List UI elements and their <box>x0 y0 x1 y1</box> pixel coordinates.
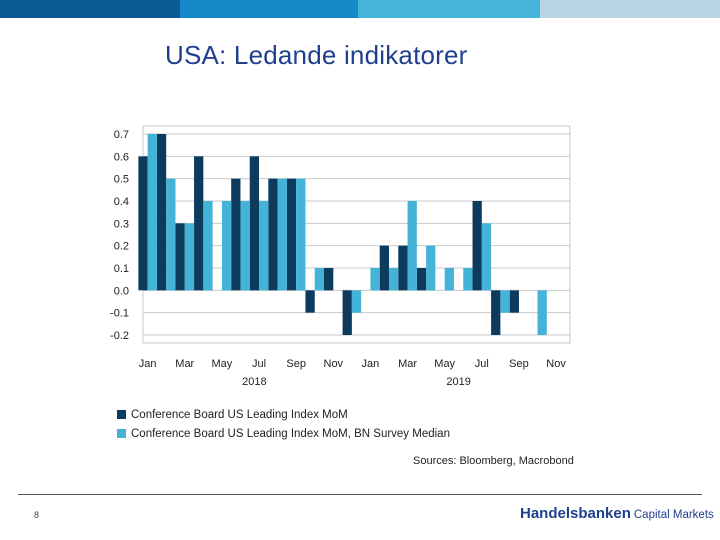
bar-median <box>537 290 547 335</box>
bar-actual <box>342 290 352 335</box>
bar-actual <box>268 178 278 291</box>
x-year-label: 2018 <box>242 376 266 388</box>
top-bar-segment-3 <box>358 0 540 18</box>
bar-actual <box>175 223 185 291</box>
bar-median <box>259 201 269 291</box>
brand-logo: Handelsbanken Capital Markets <box>520 505 714 523</box>
bar-median <box>351 290 362 313</box>
bar-actual <box>249 156 260 291</box>
bar-actual <box>305 290 315 313</box>
footer-divider <box>18 494 702 495</box>
page-title: USA: Ledande indikatorer <box>165 40 468 70</box>
bar-actual <box>194 156 204 291</box>
bar-median <box>370 268 380 291</box>
brand-subtitle: Capital Markets <box>633 509 714 521</box>
x-tick-label: Mar <box>398 358 417 370</box>
chart-source-note: Sources: Bloomberg, Macrobond <box>413 455 574 467</box>
bar-actual <box>491 290 501 335</box>
bar-median <box>184 223 195 291</box>
bar-median <box>426 245 436 291</box>
x-tick-label: Sep <box>509 358 529 370</box>
chart-legend: Conference Board US Leading Index MoM Co… <box>117 405 450 443</box>
y-tick-label: -0.2 <box>110 330 129 342</box>
legend-swatch-median <box>117 429 126 438</box>
top-bar-segment-4 <box>540 0 720 18</box>
bar-chart: 0.7 0.6 0.5 0.4 0.3 0.2 0.1 0.0 -0.1 -0.2 Jan Mar Ma… <box>110 125 571 388</box>
bar-median <box>277 178 287 291</box>
legend-item-median: Conference Board US Leading Index MoM, B… <box>117 424 450 443</box>
bar-median <box>166 178 176 291</box>
top-bar-segment-1 <box>0 0 180 18</box>
legend-swatch-actual <box>117 410 126 419</box>
bar-actual <box>379 245 389 291</box>
y-tick-label: 0.0 <box>114 285 129 297</box>
bar-median <box>203 201 213 291</box>
legend-label-median: Conference Board US Leading Index MoM, B… <box>131 427 450 440</box>
bar-median <box>221 201 232 291</box>
y-tick-label: 0.5 <box>114 174 129 186</box>
x-tick-label: Jan <box>362 358 380 370</box>
bar-median <box>500 290 510 313</box>
bar-actual <box>472 201 482 291</box>
page-number: 8 <box>34 510 40 520</box>
x-year-label: 2019 <box>446 376 470 388</box>
top-color-bar <box>0 0 720 18</box>
y-tick-label: 0.4 <box>114 196 129 208</box>
bar-actual <box>398 245 408 291</box>
y-tick-label: 0.3 <box>114 218 129 230</box>
x-tick-label: May <box>212 358 233 370</box>
x-tick-label: Mar <box>175 358 194 370</box>
brand-name: Handelsbanken <box>520 505 631 522</box>
bar-actual <box>138 156 148 291</box>
x-tick-label: Jul <box>252 358 266 370</box>
bar-median <box>147 134 157 291</box>
bar-median <box>463 268 473 291</box>
legend-item-actual: Conference Board US Leading Index MoM <box>117 405 450 424</box>
bar-actual <box>231 178 241 291</box>
y-tick-label: 0.2 <box>114 241 129 253</box>
y-tick-label: 0.6 <box>114 151 129 163</box>
x-tick-label: Jan <box>139 358 157 370</box>
bar-median <box>481 223 492 291</box>
bar-median <box>444 268 454 291</box>
x-tick-label: May <box>434 358 455 370</box>
bar-median <box>314 268 325 291</box>
top-bar-segment-2 <box>180 0 358 18</box>
x-tick-label: Nov <box>546 358 566 370</box>
x-tick-label: Jul <box>475 358 489 370</box>
y-tick-label: 0.1 <box>114 263 129 275</box>
bar-median <box>407 201 417 291</box>
bar-actual <box>324 268 334 291</box>
x-tick-label: Nov <box>324 358 344 370</box>
bar-actual <box>509 290 519 313</box>
legend-label-actual: Conference Board US Leading Index MoM <box>131 408 348 421</box>
bar-median <box>240 201 250 291</box>
bar-median <box>388 268 399 291</box>
bar-actual <box>286 178 297 291</box>
y-tick-label: -0.1 <box>110 308 129 320</box>
y-tick-label: 0.7 <box>114 129 129 141</box>
x-tick-label: Sep <box>286 358 306 370</box>
bar-actual <box>156 134 167 291</box>
bar-median <box>296 178 306 291</box>
bar-actual <box>416 268 427 291</box>
